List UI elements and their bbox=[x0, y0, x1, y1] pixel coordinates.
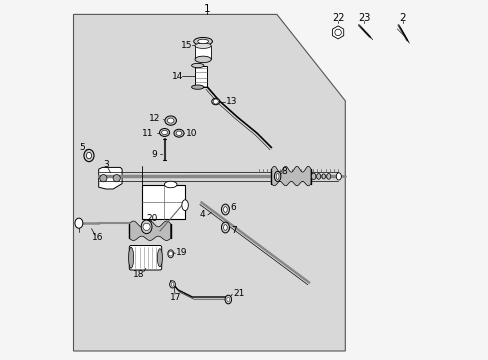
Ellipse shape bbox=[164, 116, 176, 125]
Ellipse shape bbox=[321, 174, 325, 179]
Ellipse shape bbox=[157, 249, 162, 267]
Ellipse shape bbox=[191, 85, 203, 89]
Circle shape bbox=[168, 252, 172, 256]
Ellipse shape bbox=[167, 118, 174, 123]
FancyBboxPatch shape bbox=[129, 246, 162, 270]
Ellipse shape bbox=[274, 171, 280, 181]
Text: 13: 13 bbox=[225, 97, 237, 106]
FancyBboxPatch shape bbox=[142, 184, 185, 219]
Text: 5: 5 bbox=[80, 143, 85, 152]
Polygon shape bbox=[129, 221, 170, 240]
Text: 15: 15 bbox=[181, 41, 192, 50]
Ellipse shape bbox=[191, 63, 203, 68]
Ellipse shape bbox=[316, 174, 320, 179]
Ellipse shape bbox=[211, 98, 219, 105]
Ellipse shape bbox=[221, 204, 229, 215]
Ellipse shape bbox=[226, 297, 229, 302]
Ellipse shape bbox=[174, 129, 183, 137]
Text: 12: 12 bbox=[149, 114, 160, 123]
Text: 14: 14 bbox=[171, 72, 183, 81]
Ellipse shape bbox=[223, 207, 227, 212]
Text: 20: 20 bbox=[145, 215, 157, 223]
Ellipse shape bbox=[86, 152, 91, 159]
Ellipse shape bbox=[336, 173, 341, 180]
Circle shape bbox=[113, 175, 120, 182]
Ellipse shape bbox=[176, 131, 182, 135]
Text: 4: 4 bbox=[200, 210, 205, 220]
Ellipse shape bbox=[182, 200, 188, 211]
Text: 18: 18 bbox=[132, 270, 144, 279]
Polygon shape bbox=[271, 166, 310, 186]
Ellipse shape bbox=[75, 218, 82, 228]
Text: 16: 16 bbox=[92, 233, 103, 242]
Text: 2: 2 bbox=[399, 13, 406, 23]
Text: 7: 7 bbox=[230, 226, 236, 235]
Text: 9: 9 bbox=[151, 150, 157, 159]
Ellipse shape bbox=[221, 222, 229, 233]
Circle shape bbox=[213, 99, 218, 104]
Text: 1: 1 bbox=[203, 4, 209, 14]
Ellipse shape bbox=[224, 295, 231, 304]
Text: 10: 10 bbox=[186, 130, 197, 139]
Ellipse shape bbox=[195, 43, 211, 49]
Ellipse shape bbox=[169, 281, 175, 288]
FancyBboxPatch shape bbox=[195, 46, 211, 59]
Text: 3: 3 bbox=[103, 161, 108, 170]
Text: 22: 22 bbox=[331, 13, 344, 23]
Ellipse shape bbox=[326, 174, 330, 179]
Text: 21: 21 bbox=[232, 289, 244, 298]
Polygon shape bbox=[73, 14, 345, 351]
Text: 11: 11 bbox=[142, 129, 153, 138]
Ellipse shape bbox=[128, 247, 133, 268]
Text: 17: 17 bbox=[170, 292, 182, 302]
Circle shape bbox=[142, 223, 150, 230]
Ellipse shape bbox=[195, 56, 211, 63]
Ellipse shape bbox=[164, 181, 177, 188]
Ellipse shape bbox=[197, 39, 208, 44]
Text: 19: 19 bbox=[176, 248, 187, 257]
Ellipse shape bbox=[162, 130, 167, 135]
Ellipse shape bbox=[311, 173, 315, 180]
Ellipse shape bbox=[171, 283, 173, 286]
Circle shape bbox=[100, 175, 107, 182]
Text: 8: 8 bbox=[281, 166, 286, 176]
Ellipse shape bbox=[193, 37, 212, 45]
Ellipse shape bbox=[141, 220, 152, 234]
FancyBboxPatch shape bbox=[195, 66, 207, 87]
Text: 23: 23 bbox=[357, 13, 370, 23]
Ellipse shape bbox=[159, 129, 169, 136]
Ellipse shape bbox=[167, 250, 173, 258]
Text: 6: 6 bbox=[230, 203, 236, 212]
Polygon shape bbox=[99, 167, 122, 189]
Ellipse shape bbox=[276, 174, 279, 179]
Ellipse shape bbox=[84, 149, 94, 162]
Ellipse shape bbox=[223, 225, 227, 230]
